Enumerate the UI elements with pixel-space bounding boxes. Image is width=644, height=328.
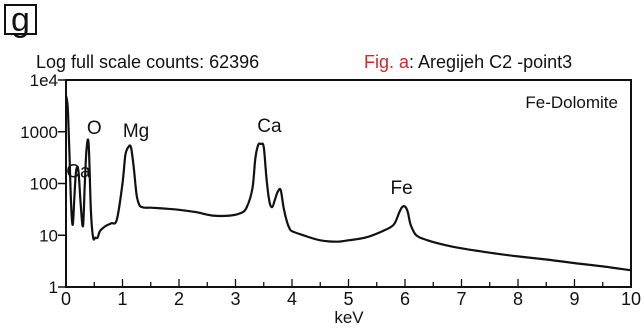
x-tick-label: 6 bbox=[400, 289, 410, 309]
peak-label: Mg bbox=[123, 121, 149, 142]
panel-letter-box: g bbox=[4, 1, 37, 39]
peak-label: O bbox=[87, 118, 102, 139]
spectrum-line bbox=[64, 95, 632, 272]
y-axis: 1 10 100 1000 1e4 bbox=[20, 71, 66, 297]
peak-label: Ca bbox=[66, 162, 91, 183]
x-tick-label: 2 bbox=[174, 289, 184, 309]
sample-name: : Aregijeh C2 -point3 bbox=[409, 52, 573, 72]
x-tick-label: 7 bbox=[456, 289, 466, 309]
peak-labels: Ca O Mg Ca Fe bbox=[66, 116, 412, 199]
figure-label: Fig. a bbox=[364, 52, 410, 72]
peak-label: Fe bbox=[391, 178, 413, 199]
x-tick-label: 4 bbox=[287, 289, 297, 309]
x-axis: 0 1 2 3 4 5 6 7 8 9 10 bbox=[61, 279, 641, 309]
y-tick-label: 1000 bbox=[20, 123, 58, 142]
x-tick-label: 9 bbox=[569, 289, 579, 309]
y-tick-label: 1 bbox=[49, 278, 58, 297]
x-tick-label: 3 bbox=[230, 289, 240, 309]
peak-label: Ca bbox=[257, 116, 282, 137]
panel-letter: g bbox=[11, 1, 30, 39]
full-scale-counts-label: Log full scale counts: 62396 bbox=[36, 52, 260, 72]
figure-caption: Fig. a: Aregijeh C2 -point3 bbox=[364, 52, 572, 73]
y-tick-label: 100 bbox=[30, 175, 58, 194]
sample-annotation: Fe-Dolomite bbox=[525, 93, 618, 112]
x-tick-label: 5 bbox=[343, 289, 353, 309]
x-tick-label: 8 bbox=[513, 289, 523, 309]
x-tick-label: 10 bbox=[621, 289, 641, 309]
x-tick-label: 0 bbox=[61, 289, 71, 309]
x-axis-label: keV bbox=[334, 308, 364, 327]
x-tick-label: 1 bbox=[117, 289, 127, 309]
y-tick-label: 10 bbox=[39, 226, 58, 245]
y-tick-label: 1e4 bbox=[30, 71, 58, 90]
